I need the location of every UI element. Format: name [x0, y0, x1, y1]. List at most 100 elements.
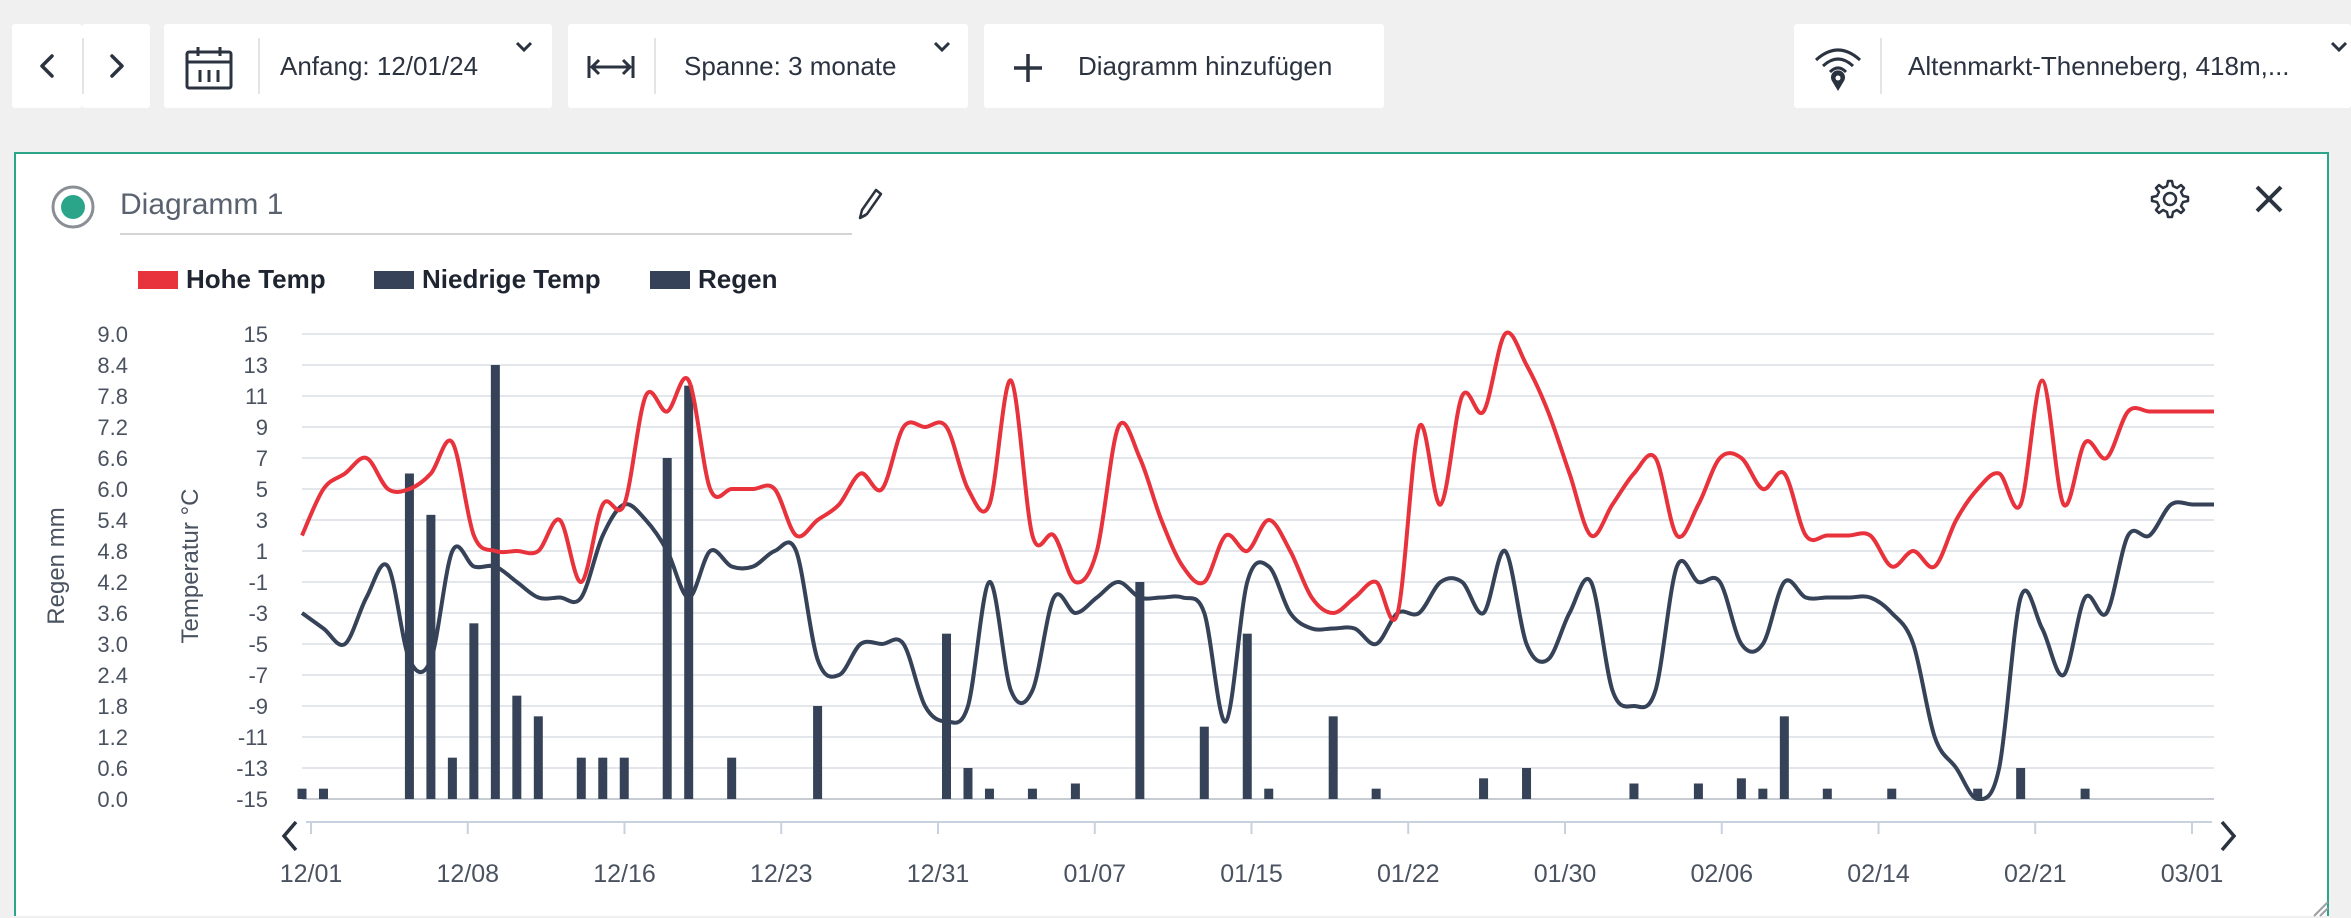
rain-bar [1629, 783, 1639, 799]
legend-low-temp[interactable]: Niedrige Temp [374, 264, 601, 295]
span-width-icon [587, 56, 635, 78]
add-chart-button[interactable]: Diagramm hinzufügen [984, 24, 1384, 108]
temp-tick-label: -15 [236, 787, 268, 812]
temp-tick-label: 1 [256, 539, 268, 564]
rain-bar [963, 768, 973, 799]
rain-bar [1693, 783, 1703, 799]
rain-tick-label: 3.0 [97, 632, 128, 657]
close-icon[interactable] [2252, 182, 2286, 216]
plus-icon [1014, 54, 1042, 82]
rain-bar [469, 623, 479, 799]
rain-tick-label: 7.8 [97, 384, 128, 409]
temp-tick-label: -5 [248, 632, 268, 657]
rain-tick-label: 1.2 [97, 725, 128, 750]
temp-tick-label: -3 [248, 601, 268, 626]
next-button[interactable] [82, 24, 150, 108]
x-tick-label: 02/14 [1847, 860, 1910, 888]
rain-bar [1264, 788, 1274, 799]
x-tick-label: 03/01 [2161, 860, 2224, 888]
calendar-icon [185, 47, 233, 90]
temp-tick-label: 15 [244, 322, 268, 347]
rain-bar [1135, 582, 1145, 799]
temp-tick-label: -9 [248, 694, 268, 719]
rain-bar [662, 458, 672, 799]
temp-tick-label: 9 [256, 415, 268, 440]
rain-bar [1779, 716, 1789, 799]
start-date-picker[interactable]: Anfang: 12/01/24 [164, 24, 552, 108]
span-label: Spanne: 3 monate [684, 50, 897, 81]
scroll-right-icon[interactable] [2216, 818, 2240, 854]
temp-tick-label: 5 [256, 477, 268, 502]
temp-axis-label: Temperatur °C [177, 489, 204, 644]
prev-button[interactable] [12, 24, 82, 108]
wireless-station-icon [1814, 48, 1862, 91]
rain-bar [404, 473, 414, 799]
station-selector[interactable]: Altenmarkt-Thenneberg, 418m,... [1794, 24, 2351, 108]
legend-high-temp[interactable]: Hohe Temp [138, 264, 326, 295]
temp-tick-label: -7 [248, 663, 268, 688]
resize-handle-icon[interactable] [2312, 900, 2330, 918]
x-tick-label: 02/21 [2004, 860, 2067, 888]
rain-tick-label: 7.2 [97, 415, 128, 440]
scroll-left-icon[interactable] [278, 818, 302, 854]
low-temp-line [300, 500, 2214, 802]
rain-tick-label: 6.0 [97, 477, 128, 502]
x-tick-label: 12/16 [593, 860, 656, 888]
rain-tick-label: 5.4 [97, 508, 128, 533]
rain-bar [727, 757, 737, 799]
start-date-label: Anfang: 12/01/24 [280, 50, 479, 81]
span-selector[interactable]: Spanne: 3 monate [568, 24, 968, 108]
temp-tick-label: 7 [256, 446, 268, 471]
temp-tick-label: 11 [245, 384, 268, 409]
rain-bar [2016, 768, 2026, 799]
rain-tick-label: 9.0 [97, 322, 128, 347]
x-tick-label: 02/06 [1690, 860, 1753, 888]
x-tick-label: 12/31 [907, 860, 970, 888]
station-label: Altenmarkt-Thenneberg, 418m,... [1908, 50, 2290, 81]
temp-tick-label: -13 [236, 756, 268, 781]
chevron-right-icon [110, 54, 124, 78]
temp-tick-label: 13 [244, 353, 268, 378]
rain-bar [447, 757, 457, 799]
chart-title-input[interactable]: Diagramm 1 [120, 188, 284, 221]
x-tick-label: 01/30 [1534, 860, 1597, 888]
rain-tick-label: 2.4 [97, 663, 128, 688]
rain-bar [2080, 788, 2090, 799]
chevron-left-icon [40, 54, 54, 78]
x-tick-label: 01/15 [1220, 860, 1283, 888]
gear-icon[interactable] [2148, 178, 2190, 220]
rain-bar [984, 788, 994, 799]
rain-bar [1887, 788, 1897, 799]
temp-tick-label: -1 [248, 570, 268, 595]
chevron-down-icon [933, 41, 951, 53]
chevron-down-icon [515, 41, 533, 53]
rain-tick-label: 8.4 [97, 353, 128, 378]
rain-bar [1522, 768, 1532, 799]
temp-tick-label: -11 [238, 725, 268, 750]
legend-rain[interactable]: Regen [650, 264, 777, 295]
rain-bar [1479, 778, 1489, 799]
chart-panel: Diagramm 1 Hohe Temp Niedrige Temp Regen… [14, 152, 2330, 918]
rain-bar [1070, 783, 1080, 799]
rain-axis-label: Regen mm [43, 507, 70, 624]
chart-active-indicator-icon[interactable] [50, 184, 96, 230]
rain-bar [533, 716, 543, 799]
rain-bar [1973, 788, 1983, 799]
pencil-icon[interactable] [854, 186, 884, 222]
x-tick-label: 12/08 [436, 860, 499, 888]
rain-bar [1822, 788, 1832, 799]
rain-tick-label: 0.6 [97, 756, 128, 781]
rain-bar [512, 695, 522, 799]
rain-tick-label: 3.6 [97, 601, 128, 626]
rain-bar [684, 385, 694, 799]
rain-bar [941, 633, 951, 799]
high-temp-line [300, 330, 2214, 622]
x-tick-label: 01/07 [1063, 860, 1126, 888]
rain-bar [1736, 778, 1746, 799]
x-tick-label: 12/23 [750, 860, 813, 888]
rain-tick-label: 0.0 [97, 787, 128, 812]
rain-bar [318, 788, 328, 799]
rain-tick-label: 4.8 [97, 539, 128, 564]
rain-bar [619, 757, 629, 799]
temp-tick-label: 3 [256, 508, 268, 533]
